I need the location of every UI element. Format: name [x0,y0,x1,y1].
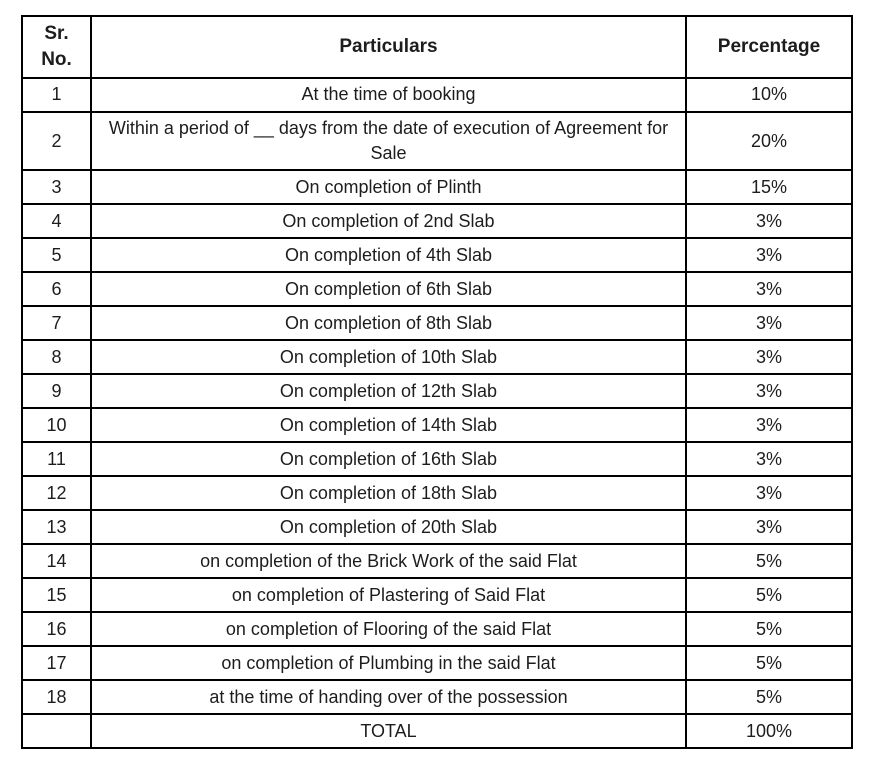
sr-no-cell: 14 [21,543,92,580]
particulars-cell: on completion of Plastering of Said Flat [90,577,687,614]
percentage-cell: 5% [685,611,853,648]
table-row: 2 Within a period of __ days from the da… [21,110,853,172]
sr-no-cell [21,713,92,750]
percentage-cell: 3% [685,509,853,546]
percentage-cell: 15% [685,169,853,206]
sr-no-cell: 7 [21,305,92,342]
particulars-cell: On completion of 18th Slab [90,475,687,512]
header-particulars: Particulars [90,15,687,79]
sr-no-cell: 10 [21,407,92,444]
table-row: 14 on completion of the Brick Work of th… [21,543,853,580]
particulars-cell: On completion of 14th Slab [90,407,687,444]
particulars-cell: On completion of 10th Slab [90,339,687,376]
table-row: 6 On completion of 6th Slab 3% [21,271,853,308]
percentage-cell: 20% [685,110,853,172]
table-row: 15 on completion of Plastering of Said F… [21,577,853,614]
table-body: 1 At the time of booking 10% 2 Within a … [21,77,853,750]
percentage-cell: 3% [685,475,853,512]
percentage-cell: 3% [685,441,853,478]
percentage-cell: 3% [685,305,853,342]
particulars-cell: on completion of the Brick Work of the s… [90,543,687,580]
table-row: TOTAL 100% [21,713,853,750]
particulars-cell: on completion of Flooring of the said Fl… [90,611,687,648]
percentage-cell: 10% [685,77,853,113]
header-percentage: Percentage [685,15,853,79]
particulars-cell: On completion of 16th Slab [90,441,687,478]
payment-schedule-table: Sr. No. Particulars Percentage 1 At the … [21,15,853,750]
sr-no-cell: 12 [21,475,92,512]
percentage-cell: 3% [685,407,853,444]
particulars-cell: on completion of Plumbing in the said Fl… [90,645,687,682]
sr-no-cell: 11 [21,441,92,478]
table-row: 8 On completion of 10th Slab 3% [21,339,853,376]
percentage-cell: 100% [685,713,853,750]
table-row: 4 On completion of 2nd Slab 3% [21,203,853,240]
percentage-cell: 5% [685,645,853,682]
particulars-cell: On completion of 2nd Slab [90,203,687,240]
sr-no-cell: 17 [21,645,92,682]
sr-no-cell: 15 [21,577,92,614]
percentage-cell: 5% [685,577,853,614]
percentage-cell: 3% [685,237,853,274]
particulars-cell: Within a period of __ days from the date… [90,110,687,172]
table-row: 11 On completion of 16th Slab 3% [21,441,853,478]
particulars-cell: at the time of handing over of the posse… [90,679,687,716]
table-row: 18 at the time of handing over of the po… [21,679,853,716]
sr-no-cell: 1 [21,77,92,113]
table-row: 3 On completion of Plinth 15% [21,169,853,206]
table-row: 13 On completion of 20th Slab 3% [21,509,853,546]
table-row: 7 On completion of 8th Slab 3% [21,305,853,342]
percentage-cell: 3% [685,271,853,308]
sr-no-cell: 9 [21,373,92,410]
sr-no-cell: 2 [21,110,92,172]
table-row: 10 On completion of 14th Slab 3% [21,407,853,444]
particulars-cell: At the time of booking [90,77,687,113]
sr-no-cell: 8 [21,339,92,376]
sr-no-cell: 13 [21,509,92,546]
sr-no-cell: 6 [21,271,92,308]
particulars-cell: TOTAL [90,713,687,750]
particulars-cell: On completion of 4th Slab [90,237,687,274]
header-row: Sr. No. Particulars Percentage [21,15,853,79]
table-row: 1 At the time of booking 10% [21,77,853,113]
sr-no-cell: 5 [21,237,92,274]
sr-no-cell: 16 [21,611,92,648]
table-row: 9 On completion of 12th Slab 3% [21,373,853,410]
particulars-cell: On completion of Plinth [90,169,687,206]
particulars-cell: On completion of 20th Slab [90,509,687,546]
percentage-cell: 3% [685,373,853,410]
percentage-cell: 5% [685,543,853,580]
particulars-cell: On completion of 12th Slab [90,373,687,410]
particulars-cell: On completion of 8th Slab [90,305,687,342]
table-row: 16 on completion of Flooring of the said… [21,611,853,648]
header-sr-no: Sr. No. [21,15,92,79]
sr-no-cell: 18 [21,679,92,716]
table-row: 17 on completion of Plumbing in the said… [21,645,853,682]
percentage-cell: 3% [685,339,853,376]
percentage-cell: 3% [685,203,853,240]
table-row: 12 On completion of 18th Slab 3% [21,475,853,512]
sr-no-cell: 3 [21,169,92,206]
particulars-cell: On completion of 6th Slab [90,271,687,308]
table-row: 5 On completion of 4th Slab 3% [21,237,853,274]
sr-no-cell: 4 [21,203,92,240]
percentage-cell: 5% [685,679,853,716]
